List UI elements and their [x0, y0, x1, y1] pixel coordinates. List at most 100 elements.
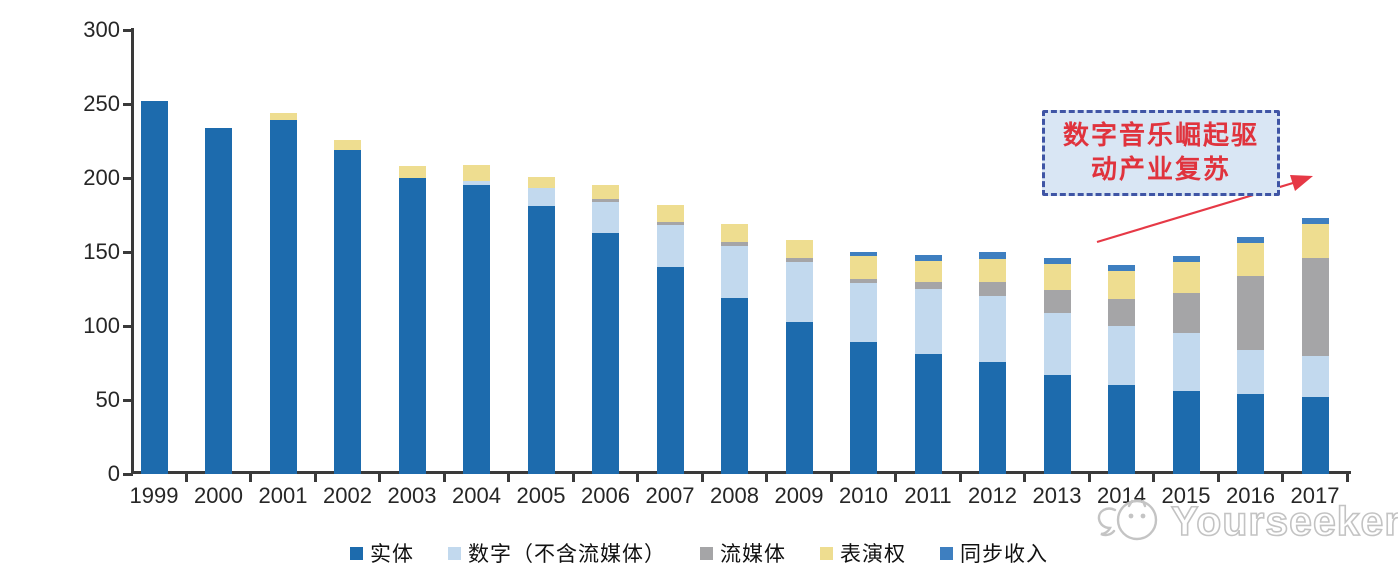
bar-segment-digital-excl-streaming [1043, 312, 1071, 375]
legend-label-sync-revenue: 同步收入 [960, 542, 1048, 566]
watermark: Yourseeker [1093, 492, 1398, 550]
bar-2006 [592, 185, 619, 474]
bar-segment-sync-revenue [979, 252, 1006, 260]
bar-2005 [527, 176, 555, 474]
legend-item-performance-rights: 表演权 [820, 538, 906, 568]
annotation-callout: 数字音乐崛起驱 动产业复苏 [1042, 110, 1280, 196]
legend-swatch-performance-rights [820, 546, 833, 560]
bar-segment-sync-revenue [1301, 217, 1329, 224]
bar-segment-physical [914, 354, 942, 474]
bar-segment-physical [269, 120, 297, 474]
bar-segment-streaming [1301, 257, 1329, 356]
y-axis-tick [123, 473, 133, 476]
y-axis-tick [123, 103, 133, 106]
y-axis-label-150: 150 [83, 239, 120, 264]
y-axis-label-0: 0 [107, 461, 120, 486]
bar-segment-performance-rights [463, 164, 490, 181]
legend-swatch-streaming [700, 546, 713, 560]
bar-segment-physical [205, 127, 232, 474]
bar-segment-performance-rights [1301, 223, 1329, 258]
bar-segment-sync-revenue [914, 254, 942, 261]
legend-label-performance-rights: 表演权 [840, 542, 906, 566]
bar-segment-physical [721, 297, 748, 474]
bar-segment-physical [979, 361, 1006, 474]
bar-segment-digital-excl-streaming [785, 262, 813, 322]
y-axis-label-250: 250 [83, 91, 120, 116]
bar-2016 [1237, 237, 1264, 474]
legend-swatch-digital-excl-streaming [448, 546, 461, 560]
legend-swatch-physical [350, 546, 363, 560]
bar-segment-digital-excl-streaming [850, 283, 877, 343]
annotation-text-line2: 动产业复苏 [1090, 155, 1231, 184]
y-axis-label-200: 200 [83, 165, 120, 190]
x-axis-label-2006: 2006 [581, 483, 630, 508]
x-axis-tick [700, 474, 704, 482]
bar-segment-sync-revenue [850, 252, 877, 257]
legend-item-physical: 实体 [350, 538, 414, 568]
x-axis-tick [958, 474, 962, 482]
y-axis-tick [123, 325, 133, 328]
bar-segment-streaming [785, 257, 813, 263]
x-axis-tick [442, 474, 446, 482]
x-axis-tick [1216, 474, 1220, 482]
bar-2009 [785, 240, 813, 474]
bar-2013 [1043, 257, 1071, 474]
x-axis-label-2004: 2004 [452, 483, 501, 508]
bar-segment-physical [1108, 385, 1135, 474]
bar-segment-physical [527, 206, 555, 474]
bar-segment-physical [1043, 374, 1071, 474]
x-axis-label-2001: 2001 [258, 483, 308, 508]
legend-swatch-sync-revenue [940, 546, 953, 560]
y-axis-label-50: 50 [95, 387, 120, 412]
bar-segment-streaming [979, 281, 1006, 297]
x-axis-label-2007: 2007 [645, 483, 695, 508]
x-axis-label-2016: 2016 [1226, 483, 1275, 508]
bar-segment-digital-excl-streaming [1301, 355, 1329, 398]
bar-segment-performance-rights [592, 185, 619, 199]
bar-segment-digital-excl-streaming [1237, 349, 1264, 395]
bar-segment-performance-rights [1108, 271, 1135, 300]
watermark-text: Yourseeker [1170, 497, 1398, 545]
bar-segment-physical [850, 342, 877, 474]
bar-2012 [979, 252, 1006, 474]
bar-segment-performance-rights [914, 260, 942, 282]
bar-segment-performance-rights [1043, 263, 1071, 291]
bar-segment-streaming [1172, 293, 1200, 334]
bar-segment-digital-excl-streaming [1108, 326, 1135, 386]
bar-segment-performance-rights [527, 176, 555, 189]
x-axis-label-2000: 2000 [194, 483, 243, 508]
x-axis-tick [249, 474, 253, 482]
bar-2008 [721, 223, 748, 474]
y-axis-tick [123, 251, 133, 254]
bar-segment-sync-revenue [1108, 265, 1135, 272]
bar-2015 [1172, 256, 1200, 474]
bar-segment-physical [140, 101, 168, 474]
x-axis-tick [1281, 474, 1285, 482]
bar-2014 [1108, 265, 1135, 474]
bar-segment-streaming [850, 278, 877, 284]
legend-label-streaming: 流媒体 [720, 542, 786, 566]
bar-segment-digital-excl-streaming [463, 180, 490, 186]
bar-segment-performance-rights [656, 204, 684, 223]
y-axis-tick [123, 177, 133, 180]
annotation-text-line1: 数字音乐崛起驱 [1062, 121, 1259, 150]
bar-2007 [656, 204, 684, 474]
bar-segment-streaming [914, 281, 942, 289]
bar-segment-digital-excl-streaming [527, 188, 555, 207]
bar-2001 [269, 112, 297, 474]
bar-segment-streaming [656, 222, 684, 226]
x-axis-tick [1152, 474, 1156, 482]
bar-segment-streaming [721, 241, 748, 247]
x-axis-tick [636, 474, 640, 482]
bar-segment-performance-rights [398, 166, 426, 178]
x-axis-label-2011: 2011 [904, 483, 952, 508]
bar-segment-digital-excl-streaming [592, 201, 619, 233]
x-axis-tick [1345, 474, 1349, 482]
x-axis-label-2014: 2014 [1097, 483, 1146, 508]
x-axis-label-2013: 2013 [1032, 483, 1082, 508]
bar-segment-performance-rights [1237, 243, 1264, 276]
bar-segment-performance-rights [850, 256, 877, 279]
bar-segment-streaming [592, 198, 619, 202]
bar-segment-streaming [1237, 275, 1264, 350]
